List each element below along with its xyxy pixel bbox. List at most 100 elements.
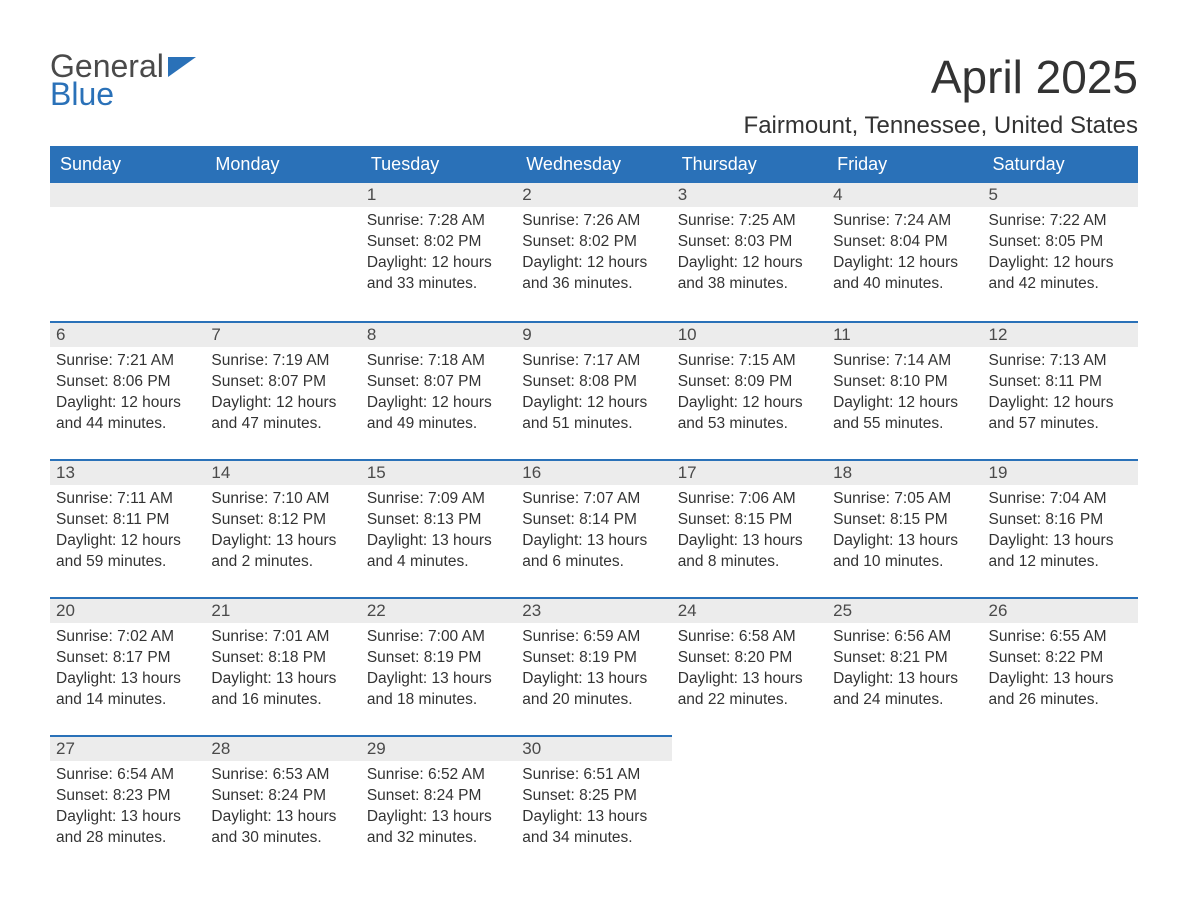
sunrise-text: Sunrise: 7:04 AM	[989, 489, 1132, 510]
calendar-day-cell: 21Sunrise: 7:01 AMSunset: 8:18 PMDayligh…	[205, 597, 360, 735]
sunset-text: Sunset: 8:22 PM	[989, 648, 1132, 669]
daylight2-text: and 24 minutes.	[833, 690, 976, 711]
calendar-header-row: SundayMondayTuesdayWednesdayThursdayFrid…	[50, 146, 1138, 183]
day-number: 16	[516, 459, 671, 485]
daylight2-text: and 59 minutes.	[56, 552, 199, 573]
daylight2-text: and 14 minutes.	[56, 690, 199, 711]
day-number: 6	[50, 321, 205, 347]
daylight2-text: and 55 minutes.	[833, 414, 976, 435]
day-number: 4	[827, 183, 982, 207]
page-header: General Blue April 2025 Fairmount, Tenne…	[50, 50, 1138, 140]
day-number: 23	[516, 597, 671, 623]
day-content: Sunrise: 7:13 AMSunset: 8:11 PMDaylight:…	[983, 347, 1138, 445]
calendar-day-cell: 25Sunrise: 6:56 AMSunset: 8:21 PMDayligh…	[827, 597, 982, 735]
sunset-text: Sunset: 8:02 PM	[522, 232, 665, 253]
calendar-day-cell: 2Sunrise: 7:26 AMSunset: 8:02 PMDaylight…	[516, 183, 671, 321]
daylight2-text: and 4 minutes.	[367, 552, 510, 573]
day-content: Sunrise: 7:04 AMSunset: 8:16 PMDaylight:…	[983, 485, 1138, 583]
calendar-day-cell: 19Sunrise: 7:04 AMSunset: 8:16 PMDayligh…	[983, 459, 1138, 597]
sunset-text: Sunset: 8:11 PM	[989, 372, 1132, 393]
sunset-text: Sunset: 8:17 PM	[56, 648, 199, 669]
calendar-day-cell	[50, 183, 205, 321]
daylight1-text: Daylight: 13 hours	[989, 669, 1132, 690]
calendar-day-cell: 30Sunrise: 6:51 AMSunset: 8:25 PMDayligh…	[516, 735, 671, 859]
day-content: Sunrise: 7:22 AMSunset: 8:05 PMDaylight:…	[983, 207, 1138, 305]
daylight1-text: Daylight: 13 hours	[678, 669, 821, 690]
calendar-day-cell: 23Sunrise: 6:59 AMSunset: 8:19 PMDayligh…	[516, 597, 671, 735]
day-content: Sunrise: 7:09 AMSunset: 8:13 PMDaylight:…	[361, 485, 516, 583]
sunrise-text: Sunrise: 7:14 AM	[833, 351, 976, 372]
sunrise-text: Sunrise: 7:00 AM	[367, 627, 510, 648]
day-content: Sunrise: 6:59 AMSunset: 8:19 PMDaylight:…	[516, 623, 671, 721]
day-content: Sunrise: 7:14 AMSunset: 8:10 PMDaylight:…	[827, 347, 982, 445]
daylight2-text: and 44 minutes.	[56, 414, 199, 435]
daylight2-text: and 42 minutes.	[989, 274, 1132, 295]
sunrise-text: Sunrise: 6:51 AM	[522, 765, 665, 786]
daylight1-text: Daylight: 13 hours	[56, 669, 199, 690]
sunrise-text: Sunrise: 7:05 AM	[833, 489, 976, 510]
day-number: 29	[361, 735, 516, 761]
calendar-day-cell: 24Sunrise: 6:58 AMSunset: 8:20 PMDayligh…	[672, 597, 827, 735]
day-content: Sunrise: 7:07 AMSunset: 8:14 PMDaylight:…	[516, 485, 671, 583]
day-content: Sunrise: 6:53 AMSunset: 8:24 PMDaylight:…	[205, 761, 360, 859]
sunset-text: Sunset: 8:16 PM	[989, 510, 1132, 531]
day-content: Sunrise: 6:54 AMSunset: 8:23 PMDaylight:…	[50, 761, 205, 859]
day-number: 11	[827, 321, 982, 347]
daylight1-text: Daylight: 13 hours	[833, 531, 976, 552]
calendar-day-cell: 4Sunrise: 7:24 AMSunset: 8:04 PMDaylight…	[827, 183, 982, 321]
day-number: 15	[361, 459, 516, 485]
sunrise-text: Sunrise: 7:10 AM	[211, 489, 354, 510]
daylight1-text: Daylight: 12 hours	[56, 531, 199, 552]
sunrise-text: Sunrise: 7:25 AM	[678, 211, 821, 232]
daylight1-text: Daylight: 13 hours	[522, 807, 665, 828]
calendar-day-cell: 26Sunrise: 6:55 AMSunset: 8:22 PMDayligh…	[983, 597, 1138, 735]
sunset-text: Sunset: 8:15 PM	[833, 510, 976, 531]
daylight1-text: Daylight: 12 hours	[522, 253, 665, 274]
daylight2-text: and 16 minutes.	[211, 690, 354, 711]
daylight1-text: Daylight: 12 hours	[56, 393, 199, 414]
day-number: 21	[205, 597, 360, 623]
calendar-day-cell: 27Sunrise: 6:54 AMSunset: 8:23 PMDayligh…	[50, 735, 205, 859]
sunset-text: Sunset: 8:18 PM	[211, 648, 354, 669]
sunset-text: Sunset: 8:05 PM	[989, 232, 1132, 253]
weekday-header: Saturday	[983, 146, 1138, 183]
day-number: 13	[50, 459, 205, 485]
sunset-text: Sunset: 8:10 PM	[833, 372, 976, 393]
daylight1-text: Daylight: 13 hours	[522, 531, 665, 552]
calendar-day-cell: 18Sunrise: 7:05 AMSunset: 8:15 PMDayligh…	[827, 459, 982, 597]
sunset-text: Sunset: 8:21 PM	[833, 648, 976, 669]
calendar-day-cell: 11Sunrise: 7:14 AMSunset: 8:10 PMDayligh…	[827, 321, 982, 459]
calendar-day-cell: 8Sunrise: 7:18 AMSunset: 8:07 PMDaylight…	[361, 321, 516, 459]
calendar-week-row: 6Sunrise: 7:21 AMSunset: 8:06 PMDaylight…	[50, 321, 1138, 459]
sunset-text: Sunset: 8:02 PM	[367, 232, 510, 253]
daylight1-text: Daylight: 13 hours	[678, 531, 821, 552]
sunset-text: Sunset: 8:23 PM	[56, 786, 199, 807]
daylight2-text: and 47 minutes.	[211, 414, 354, 435]
day-content: Sunrise: 7:17 AMSunset: 8:08 PMDaylight:…	[516, 347, 671, 445]
sunset-text: Sunset: 8:20 PM	[678, 648, 821, 669]
daylight2-text: and 36 minutes.	[522, 274, 665, 295]
daylight1-text: Daylight: 13 hours	[211, 531, 354, 552]
sunrise-text: Sunrise: 7:15 AM	[678, 351, 821, 372]
calendar-day-cell	[827, 735, 982, 859]
calendar-day-cell: 16Sunrise: 7:07 AMSunset: 8:14 PMDayligh…	[516, 459, 671, 597]
day-number: 3	[672, 183, 827, 207]
day-content: Sunrise: 6:51 AMSunset: 8:25 PMDaylight:…	[516, 761, 671, 859]
calendar-day-cell: 7Sunrise: 7:19 AMSunset: 8:07 PMDaylight…	[205, 321, 360, 459]
daylight1-text: Daylight: 13 hours	[211, 807, 354, 828]
weekday-header: Monday	[205, 146, 360, 183]
daylight1-text: Daylight: 12 hours	[367, 253, 510, 274]
daylight1-text: Daylight: 12 hours	[522, 393, 665, 414]
daylight1-text: Daylight: 12 hours	[211, 393, 354, 414]
calendar-day-cell: 28Sunrise: 6:53 AMSunset: 8:24 PMDayligh…	[205, 735, 360, 859]
day-number: 8	[361, 321, 516, 347]
calendar-day-cell: 22Sunrise: 7:00 AMSunset: 8:19 PMDayligh…	[361, 597, 516, 735]
daylight1-text: Daylight: 13 hours	[367, 807, 510, 828]
day-content: Sunrise: 7:25 AMSunset: 8:03 PMDaylight:…	[672, 207, 827, 305]
daylight2-text: and 49 minutes.	[367, 414, 510, 435]
daylight1-text: Daylight: 13 hours	[989, 531, 1132, 552]
weekday-header: Tuesday	[361, 146, 516, 183]
daylight1-text: Daylight: 13 hours	[56, 807, 199, 828]
day-content: Sunrise: 7:19 AMSunset: 8:07 PMDaylight:…	[205, 347, 360, 445]
sunrise-text: Sunrise: 6:59 AM	[522, 627, 665, 648]
